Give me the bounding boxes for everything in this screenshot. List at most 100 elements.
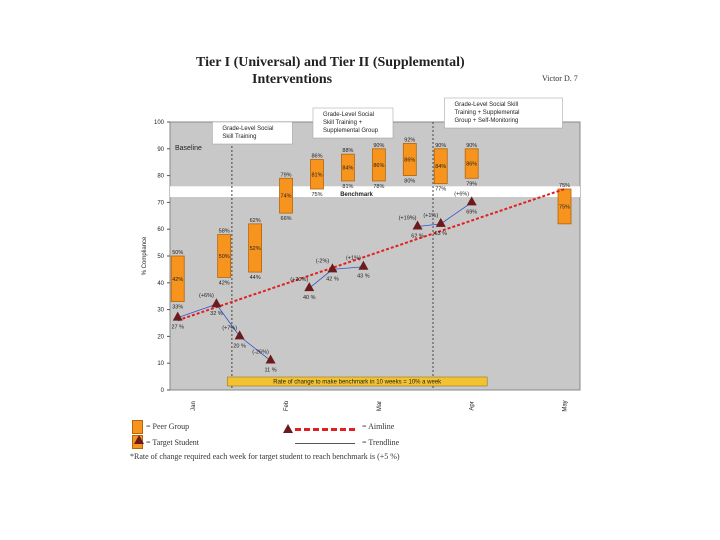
peer-group-bar — [310, 159, 324, 190]
phase-label-line: Skill Training — [222, 134, 256, 140]
peer-value-label: 90% — [466, 143, 477, 149]
peer-group-bar — [341, 153, 355, 182]
benchmark-band — [170, 186, 580, 198]
phase-label-line: Group + Self-Monitoring — [454, 118, 518, 124]
aimline — [177, 188, 565, 322]
peer-value-label: 58% — [219, 229, 230, 235]
rate-note-box — [226, 376, 488, 387]
x-tick-label: Jan — [191, 401, 197, 411]
peer-value-label: 42% — [219, 280, 230, 286]
y-tick-label: 90 — [157, 147, 164, 153]
peer-value-label: 74% — [281, 194, 292, 200]
target-change-label: (+1%) — [346, 256, 361, 262]
target-change-label: (+20%) — [290, 277, 308, 283]
peer-group-bar — [557, 188, 572, 225]
y-axis-label: % Compliance — [142, 236, 148, 275]
y-tick-label: 10 — [157, 361, 164, 367]
y-tick-label: 40 — [157, 281, 164, 287]
target-student-swatch — [134, 435, 144, 444]
peer-value-label: 42% — [172, 277, 183, 283]
peer-value-label: 86% — [311, 154, 322, 160]
target-student-point — [466, 196, 477, 206]
target-change-label: (+6%) — [454, 191, 469, 197]
phase-label-box — [212, 121, 293, 145]
peer-value-label: 75% — [559, 183, 570, 189]
phase-label-line: Grade-Level Social Skill — [454, 102, 518, 108]
peer-value-label: 84% — [435, 164, 446, 170]
target-value-label: 63 % — [434, 231, 447, 237]
target-value-label: 62 % — [411, 234, 424, 240]
x-tick-label: May — [563, 400, 569, 411]
peer-value-label: 75% — [559, 204, 570, 210]
peer-value-label: 75% — [311, 192, 322, 198]
phase-label-line: Grade-Level Social — [222, 126, 273, 132]
target-value-label: 20 % — [233, 343, 246, 349]
target-value-label: 40 % — [303, 295, 316, 301]
phase-label-line: Skill Training + — [323, 120, 363, 126]
peer-value-label: 79% — [466, 181, 477, 187]
peer-value-label: 90% — [435, 143, 446, 149]
legend-peer-label: = Peer Group — [146, 422, 190, 431]
phase-label-box — [444, 97, 563, 129]
target-change-label: (-2%) — [316, 258, 330, 264]
y-tick-label: 50 — [157, 254, 164, 260]
legend-trendline-label: = Trendline — [362, 438, 400, 447]
peer-value-label: 52% — [250, 246, 261, 252]
peer-group-swatch — [132, 420, 143, 434]
peer-value-label: 50% — [172, 250, 183, 256]
peer-group-bar — [402, 143, 417, 177]
peer-value-label: 80% — [404, 179, 415, 185]
peer-value-label: 62% — [250, 218, 261, 224]
peer-value-label: 88% — [342, 148, 353, 154]
target-student-point — [412, 220, 423, 230]
trendline — [177, 303, 271, 361]
target-value-label: 69% — [466, 209, 477, 215]
peer-group-bar — [248, 223, 262, 273]
peer-value-label: 66% — [281, 216, 292, 222]
benchmark-label: Benchmark — [340, 192, 373, 198]
trendline-swatch — [295, 443, 355, 444]
target-change-label: (+7%) — [222, 325, 237, 331]
target-value-label: 27 % — [171, 325, 184, 331]
legend: = Peer Group = Target Student = Aimline … — [130, 418, 570, 468]
y-tick-label: 70 — [157, 200, 164, 206]
legend-target-label: = Target Student — [146, 438, 199, 447]
target-student-point — [172, 311, 183, 321]
phase-label-line: Training + Supplemental — [454, 110, 519, 116]
peer-value-label: 92% — [404, 137, 415, 143]
x-tick-label: Apr — [470, 401, 476, 410]
peer-value-label: 33% — [172, 305, 183, 311]
y-tick-label: 60 — [157, 227, 164, 233]
peer-group-bar — [279, 177, 293, 214]
y-tick-label: 0 — [161, 388, 165, 394]
phase-label-box — [312, 107, 394, 139]
title-line-1: Tier I (Universal) and Tier II (Suppleme… — [196, 55, 465, 70]
peer-group-bar — [464, 148, 479, 179]
student-name: Victor D. 7 — [542, 74, 578, 83]
peer-value-label: 81% — [311, 172, 322, 178]
target-student-point — [234, 330, 245, 340]
aimline-triangle-swatch — [283, 424, 293, 433]
chart-title: Tier I (Universal) and Tier II (Suppleme… — [196, 54, 596, 88]
target-student-point — [327, 263, 338, 273]
x-tick-label: Mar — [377, 401, 383, 411]
peer-value-label: 86% — [466, 162, 477, 168]
target-value-label: 43 % — [357, 274, 370, 280]
phase-label-baseline: Baseline — [175, 145, 202, 152]
target-value-label: 11 % — [264, 368, 276, 374]
target-change-label: (+1%) — [423, 213, 438, 219]
target-student-point — [265, 354, 276, 364]
y-tick-label: 100 — [154, 120, 165, 126]
peer-group-bar — [371, 148, 386, 182]
legend-aimline-label: = Aimline — [362, 422, 395, 431]
peer-value-label: 84% — [342, 166, 353, 172]
peer-value-label: 50% — [219, 254, 230, 260]
peer-value-label: 81% — [342, 184, 353, 190]
y-tick-label: 80 — [157, 174, 164, 180]
rate-note: *Rate of change required each week for t… — [130, 452, 400, 461]
target-change-label: (+19%) — [399, 216, 417, 222]
aimline-swatch — [295, 428, 355, 431]
target-value-label: 42 % — [326, 276, 339, 282]
peer-group-bar — [433, 148, 448, 185]
